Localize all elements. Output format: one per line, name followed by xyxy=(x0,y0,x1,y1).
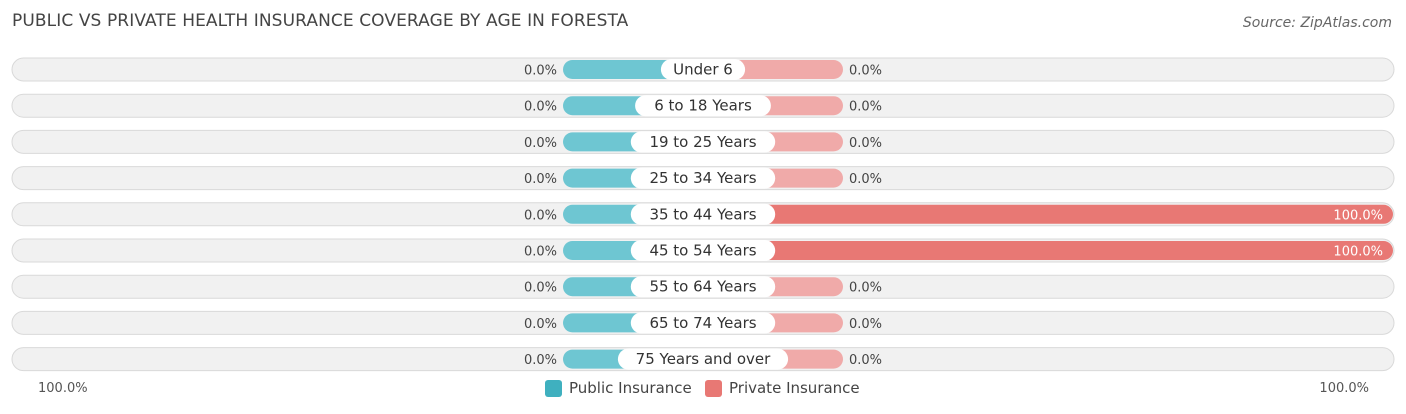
category-label: 25 to 34 Years xyxy=(649,169,756,187)
category-pill xyxy=(630,203,776,225)
value-label-private: 0.0% xyxy=(849,281,882,296)
value-label-private: 100.0% xyxy=(1333,245,1383,260)
value-label-private: 0.0% xyxy=(849,64,882,79)
category-label: 45 to 54 Years xyxy=(649,242,756,260)
category-label: 35 to 44 Years xyxy=(649,205,756,223)
chart-title: PUBLIC VS PRIVATE HEALTH INSURANCE COVER… xyxy=(12,11,629,31)
category-label: 19 to 25 Years xyxy=(649,133,756,151)
value-label-public: 0.0% xyxy=(524,172,557,187)
value-label-private: 0.0% xyxy=(849,317,882,332)
diverging-bar-chart: Under 6 0.0% 0.0% 6 to 18 Years 0.0% 0.0% 19 t… xyxy=(11,57,1395,372)
value-label-public: 0.0% xyxy=(524,136,557,151)
value-label-private: 100.0% xyxy=(1333,208,1383,223)
value-label-public: 0.0% xyxy=(524,281,557,296)
value-label-public: 0.0% xyxy=(524,317,557,332)
category-pill xyxy=(635,95,771,117)
category-pill xyxy=(660,59,746,80)
bar-private xyxy=(703,241,1393,260)
category-pill xyxy=(617,348,789,370)
bar-private xyxy=(703,204,1393,224)
value-label-public: 0.0% xyxy=(524,353,557,368)
category-label: 6 to 18 Years xyxy=(654,97,752,115)
chart-source: Source: ZipAtlas.com xyxy=(1242,15,1392,31)
legend-swatch-private xyxy=(705,379,722,397)
value-label-public: 0.0% xyxy=(524,100,557,115)
value-label-private: 0.0% xyxy=(849,100,882,115)
axis-label-left: 100.0% xyxy=(38,381,88,396)
category-label: Under 6 xyxy=(673,61,733,79)
category-label: 65 to 74 Years xyxy=(649,314,756,332)
legend-swatch-public xyxy=(545,379,562,397)
legend-label-private: Private Insurance xyxy=(729,379,860,397)
value-label-private: 0.0% xyxy=(849,172,882,187)
category-pill xyxy=(630,240,776,261)
category-pill xyxy=(630,312,776,334)
category-pill xyxy=(630,167,776,189)
category-label: 75 Years and over xyxy=(636,350,771,368)
axis-label-right: 100.0% xyxy=(1319,381,1369,396)
legend-item-public: Public Insurance xyxy=(545,379,692,397)
value-label-public: 0.0% xyxy=(524,245,557,260)
legend-item-private: Private Insurance xyxy=(705,379,860,397)
value-label-public: 0.0% xyxy=(524,64,557,79)
category-label: 55 to 64 Years xyxy=(649,278,756,296)
category-pill xyxy=(630,276,776,298)
value-label-private: 0.0% xyxy=(849,136,882,151)
category-pill xyxy=(630,131,776,153)
value-label-private: 0.0% xyxy=(849,353,882,368)
legend-label-public: Public Insurance xyxy=(569,379,692,397)
value-label-public: 0.0% xyxy=(524,208,557,223)
legend: Public Insurance Private Insurance xyxy=(0,379,1406,401)
